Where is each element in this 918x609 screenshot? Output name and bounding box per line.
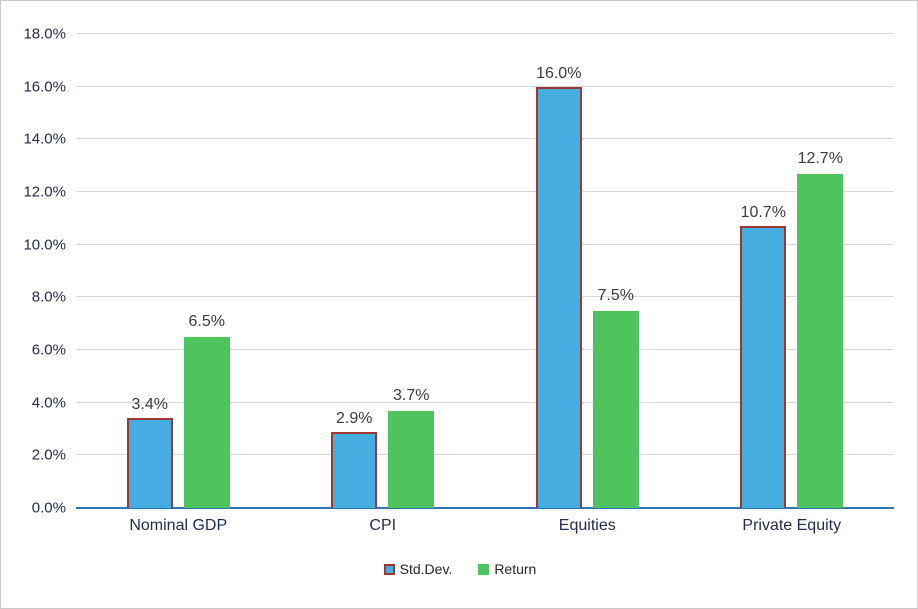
gridline bbox=[76, 33, 894, 34]
gridline bbox=[76, 454, 894, 456]
bar-data-label: 7.5% bbox=[597, 286, 634, 304]
bar-group: 2.9% 3.7% bbox=[281, 387, 486, 508]
gridline bbox=[76, 138, 894, 140]
legend: Std.Dev. Return bbox=[1, 557, 917, 581]
x-category-label: Private Equity bbox=[742, 517, 842, 534]
bar-return: 3.7% bbox=[388, 387, 435, 508]
bar-data-label: 12.7% bbox=[797, 149, 843, 167]
plot-area: 0.0% 2.0% 4.0% 6.0% 8.0% 10.0% 12.0% 14.0% 16.0%… bbox=[23, 26, 895, 517]
gridline bbox=[76, 401, 894, 403]
x-category-label: Equities bbox=[558, 517, 616, 534]
y-tick-label: 8.0% bbox=[31, 288, 66, 306]
gridline bbox=[76, 85, 894, 87]
bar-data-label: 3.4% bbox=[131, 396, 168, 414]
bar-data-label: 3.7% bbox=[393, 386, 430, 404]
y-tick-label: 2.0% bbox=[31, 446, 66, 464]
y-tick-label: 18.0% bbox=[23, 25, 66, 43]
bar-group: 3.4% 6.5% bbox=[76, 313, 281, 508]
gridline bbox=[76, 191, 894, 192]
x-category-label: CPI bbox=[369, 517, 397, 534]
x-axis-labels: Nominal GDP CPI Equities Private Equity bbox=[76, 517, 894, 543]
return-swatch-icon bbox=[478, 563, 490, 575]
y-tick-label: 10.0% bbox=[23, 236, 66, 254]
legend-item-stddev: Std.Dev. bbox=[383, 561, 453, 577]
bar-stddev: 3.4% bbox=[126, 396, 173, 508]
y-tick-label: 6.0% bbox=[31, 341, 66, 359]
y-tick-label: 12.0% bbox=[23, 183, 66, 201]
gridline bbox=[76, 243, 894, 245]
gridline bbox=[76, 296, 894, 298]
y-tick-label: 16.0% bbox=[23, 78, 66, 96]
bar-return: 6.5% bbox=[183, 313, 230, 508]
bar-data-label: 16.0% bbox=[536, 64, 582, 82]
bar-return: 12.7% bbox=[797, 150, 844, 508]
bar-group: 10.7% 12.7% bbox=[690, 150, 895, 508]
y-tick-label: 14.0% bbox=[23, 130, 66, 148]
bar-data-label: 6.5% bbox=[188, 312, 225, 330]
y-tick-label: 4.0% bbox=[31, 394, 66, 412]
legend-item-return: Return bbox=[478, 561, 536, 577]
bar-group: 16.0% 7.5% bbox=[485, 65, 690, 508]
bar-stddev: 2.9% bbox=[331, 410, 378, 508]
legend-label: Return bbox=[494, 561, 537, 577]
x-axis-line bbox=[76, 507, 894, 509]
bar-stddev: 10.7% bbox=[740, 204, 787, 508]
stddev-swatch-icon bbox=[383, 563, 395, 575]
gridline bbox=[76, 349, 894, 350]
x-category-label: Nominal GDP bbox=[129, 517, 228, 534]
bar-return: 7.5% bbox=[592, 287, 639, 508]
bar-data-label: 10.7% bbox=[740, 204, 786, 222]
legend-label: Std.Dev. bbox=[399, 561, 453, 577]
y-tick-label: 0.0% bbox=[31, 499, 66, 517]
bar-stddev: 16.0% bbox=[535, 65, 582, 508]
bar-data-label: 2.9% bbox=[336, 409, 373, 427]
